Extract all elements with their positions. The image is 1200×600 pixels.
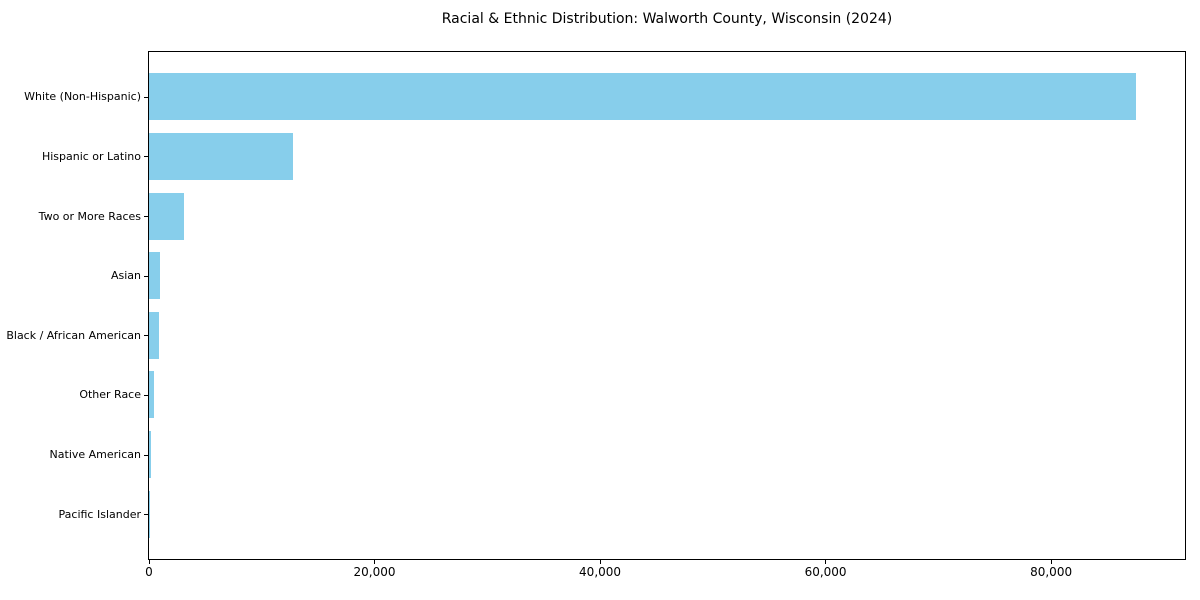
- category-label: Pacific Islander: [58, 507, 141, 521]
- y-tick-mark: [144, 275, 148, 277]
- bar-two-or-more-races: [149, 192, 184, 240]
- y-tick-mark: [144, 335, 148, 337]
- x-tick-label: 20,000: [353, 565, 396, 579]
- category-label: Other Race: [79, 388, 141, 402]
- x-tick-mark: [1050, 560, 1052, 564]
- bar-white-non-hispanic: [149, 73, 1136, 121]
- x-tick-label: 80,000: [1030, 565, 1073, 579]
- x-tick-mark: [148, 560, 150, 564]
- bar-asian: [149, 252, 161, 300]
- plot-area: [148, 51, 1186, 560]
- category-label: Hispanic or Latino: [41, 149, 141, 163]
- x-tick-mark: [599, 560, 601, 564]
- x-tick-mark: [825, 560, 827, 564]
- x-tick-mark: [374, 560, 376, 564]
- y-tick-mark: [144, 454, 148, 456]
- bar-other-race: [149, 371, 154, 419]
- x-tick-label: 0: [145, 565, 153, 579]
- category-label: Two or More Races: [38, 209, 141, 223]
- bar-hispanic-or-latino: [149, 132, 294, 180]
- y-tick-mark: [144, 514, 148, 516]
- y-tick-mark: [144, 156, 148, 158]
- bar-black-african-american: [149, 311, 160, 359]
- chart-title: Racial & Ethnic Distribution: Walworth C…: [441, 11, 893, 27]
- category-label: Native American: [49, 448, 141, 462]
- y-tick-mark: [144, 394, 148, 396]
- x-tick-label: 40,000: [579, 565, 622, 579]
- category-label: Black / African American: [6, 328, 141, 342]
- bar-native-american: [149, 431, 151, 479]
- category-label: Asian: [110, 269, 141, 283]
- y-tick-mark: [144, 96, 148, 98]
- category-label: White (Non-Hispanic): [24, 90, 141, 104]
- y-tick-mark: [144, 216, 148, 218]
- x-tick-label: 60,000: [804, 565, 847, 579]
